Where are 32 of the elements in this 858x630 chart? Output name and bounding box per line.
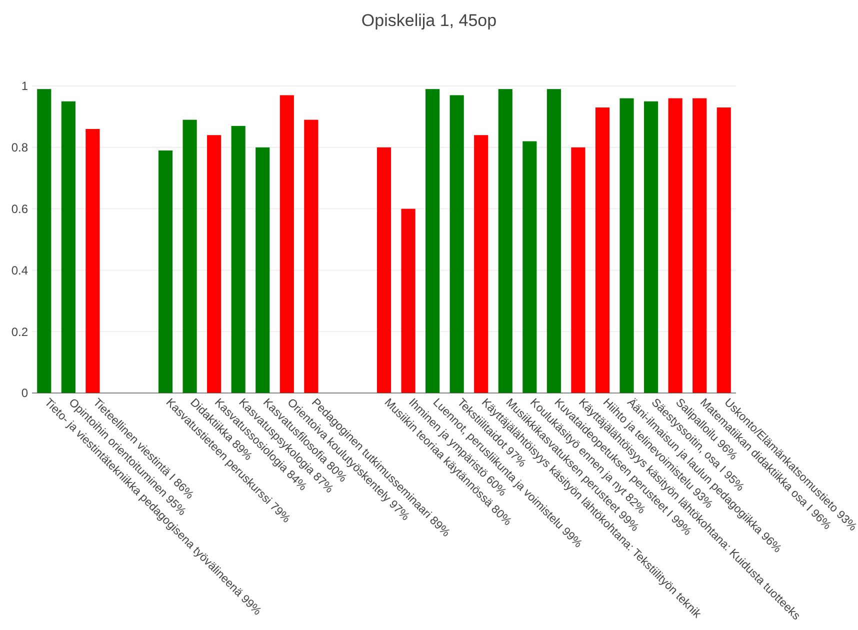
- y-tick-label: 0.8: [11, 140, 28, 155]
- bar: [620, 98, 634, 393]
- bar: [595, 107, 610, 393]
- bar: [644, 101, 658, 393]
- bar: [304, 120, 318, 393]
- bar: [376, 147, 392, 393]
- bar: [231, 126, 246, 393]
- bar: [474, 135, 488, 393]
- bar: [668, 98, 682, 393]
- bar: [450, 95, 464, 393]
- bar: [571, 147, 586, 393]
- bar: [37, 89, 52, 393]
- bar: [86, 128, 100, 393]
- bar: [158, 150, 173, 393]
- y-tick-label: 1: [21, 79, 28, 94]
- bar: [498, 89, 512, 393]
- y-tick-label: 0.4: [11, 263, 28, 278]
- y-tick-label: 0.6: [11, 202, 28, 216]
- chart-title: Opiskelija 1, 45op: [361, 11, 497, 30]
- bar: [401, 208, 416, 393]
- y-tick-label: 0: [21, 386, 28, 400]
- bar: [61, 101, 76, 393]
- bar: [522, 141, 537, 393]
- bar: [207, 135, 222, 393]
- bar: [280, 95, 294, 393]
- bar: [256, 147, 270, 393]
- bar: [426, 89, 440, 393]
- bar: [716, 107, 731, 393]
- y-tick-label: 0.2: [11, 324, 28, 339]
- bar: [546, 89, 561, 393]
- bar: [692, 98, 707, 393]
- bar: [182, 120, 197, 393]
